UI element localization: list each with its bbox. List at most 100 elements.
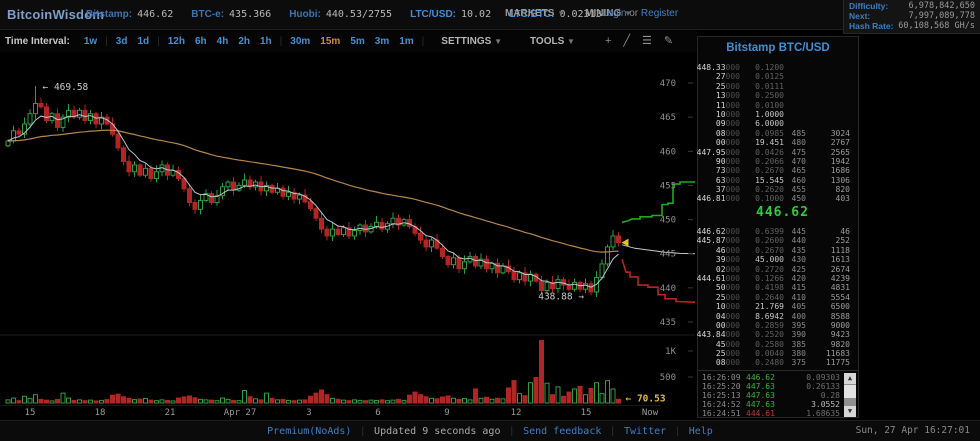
candlestick-chart[interactable]: 470 465 460 455 450 445 440 435 1K 500 15 18 21 Apr 2… bbox=[0, 52, 696, 418]
trade-row: 16:24:52 447.63 3.0552 bbox=[698, 399, 846, 410]
chevron-down-icon: ▼ bbox=[557, 9, 566, 18]
price-trailing-zeros: 000 bbox=[725, 339, 740, 349]
interval-button-5m[interactable]: 5m bbox=[350, 35, 365, 47]
scroll-down-icon[interactable]: ▼ bbox=[844, 406, 856, 417]
footer-separator: | bbox=[510, 425, 514, 437]
depth-level: 470 bbox=[791, 156, 806, 166]
orderbook-price: 13000 bbox=[715, 91, 740, 101]
orderbook-amount: 15.545 bbox=[755, 175, 784, 185]
mining-stats-panel: Difficulty: 6,978,842,650 Next: 7,997,089,7… bbox=[843, 0, 980, 34]
depth-level: 455 bbox=[791, 185, 806, 195]
scrollbar-thumb[interactable] bbox=[844, 385, 856, 398]
footer-link-help[interactable]: Help bbox=[688, 425, 713, 437]
trade-time: 16:24:51 bbox=[702, 408, 741, 418]
orderbook-price: 445.87000 bbox=[696, 236, 740, 246]
add-chart-icon[interactable]: + bbox=[604, 34, 612, 47]
price-trailing-zeros: 000 bbox=[725, 185, 740, 195]
depth-cumulative: 11775 bbox=[825, 358, 850, 368]
price-trailing-zeros: 000 bbox=[725, 175, 740, 185]
menu-markets[interactable]: MARKETS ▼ bbox=[505, 8, 566, 19]
interval-button-15m[interactable]: 15m bbox=[320, 35, 341, 47]
high-annotation: ← 469.58 bbox=[43, 82, 89, 93]
footer-separator: | bbox=[611, 425, 614, 437]
settings-menu[interactable]: SETTINGS ▼ bbox=[441, 35, 502, 47]
price-trailing-zeros: 000 bbox=[725, 264, 740, 274]
tools-menu[interactable]: TOOLS ▼ bbox=[530, 35, 575, 47]
ticker-value: 446.62 bbox=[137, 9, 174, 20]
login-register-link[interactable]: Login or Register bbox=[602, 8, 678, 19]
depth-level: 445 bbox=[791, 227, 806, 236]
low-annotation: 438.88 → bbox=[538, 292, 584, 303]
trade-time: 16:25:13 bbox=[702, 390, 741, 400]
draw-tool-icon[interactable]: ✎ bbox=[663, 34, 674, 47]
ticker-label: LTC/BTC: bbox=[509, 9, 555, 20]
footer-link-send-feedback[interactable]: Send feedback bbox=[523, 425, 602, 437]
ticker-label: LTC/USD: bbox=[410, 9, 456, 20]
site-logo[interactable]: BitcoinWisdom bbox=[7, 7, 105, 22]
depth-level: 420 bbox=[791, 273, 806, 283]
indicators-icon[interactable]: ☰ bbox=[642, 34, 652, 47]
depth-level: 475 bbox=[791, 147, 806, 157]
interval-button-1h[interactable]: 1h bbox=[260, 35, 272, 47]
trades-scrollbar[interactable]: ▲ ▼ bbox=[844, 373, 856, 417]
x-axis-label: Apr 27 bbox=[224, 408, 257, 418]
orderbook-price: 444.61000 bbox=[696, 273, 740, 283]
price-tick-label: 435 bbox=[660, 318, 676, 328]
price-tick-label: 445 bbox=[660, 250, 676, 260]
interval-button-4h[interactable]: 4h bbox=[216, 35, 229, 47]
depth-cumulative: 5554 bbox=[830, 292, 850, 302]
ticker-ltcusd[interactable]: LTC/USD: 10.02 bbox=[410, 9, 491, 20]
ticker-huobi[interactable]: Huobi: 440.53/2755 bbox=[289, 9, 392, 20]
depth-level: 390 bbox=[791, 330, 806, 340]
orderbook-row: 90000 0.2066 470 1942 bbox=[698, 157, 858, 166]
login-link[interactable]: Login bbox=[602, 8, 627, 19]
scroll-up-icon[interactable]: ▲ bbox=[844, 373, 856, 384]
ticker-ltcbtc[interactable]: LTC/BTC: 0.02313 bbox=[509, 9, 602, 20]
depth-asks-line bbox=[621, 181, 695, 224]
trade-amount: 3.0552 bbox=[811, 399, 840, 409]
interval-button-1w[interactable]: 1w bbox=[83, 35, 98, 47]
price-trailing-zeros: 000 bbox=[725, 109, 740, 119]
depth-level: 410 bbox=[791, 292, 806, 302]
orderbook-price: 25000 bbox=[715, 81, 740, 91]
chart-svg[interactable]: 470 465 460 455 450 445 440 435 1K 500 15 18 21 Apr 2… bbox=[0, 52, 696, 418]
interval-button-30m[interactable]: 30m bbox=[290, 35, 311, 47]
interval-button-6h[interactable]: 6h bbox=[194, 35, 207, 47]
orderbook-amount: 0.2670 bbox=[755, 245, 784, 255]
orderbook-amount: 0.0100 bbox=[755, 100, 784, 110]
x-axis-label: 15 bbox=[25, 408, 36, 418]
chevron-down-icon: ▼ bbox=[567, 36, 575, 46]
interval-button-2h[interactable]: 2h bbox=[238, 35, 250, 47]
ticker-bitstamp[interactable]: Bitstamp: 446.62 bbox=[86, 9, 173, 20]
trendline-tool-icon[interactable]: ╱ bbox=[623, 34, 631, 47]
interval-button-3d[interactable]: 3d bbox=[115, 35, 128, 47]
x-axis-label: 15 bbox=[581, 408, 592, 418]
price-trailing-zeros: 000 bbox=[725, 147, 740, 157]
orderbook-asks: 448.33000 0.1200 27000 0.0125 25000 0.0111 130… bbox=[697, 63, 858, 204]
depth-cumulative: 2767 bbox=[830, 138, 850, 148]
depth-level: 380 bbox=[791, 349, 806, 359]
interval-button-1d[interactable]: 1d bbox=[137, 35, 150, 47]
orderbook-row: 00000 19.451 480 2767 bbox=[698, 138, 858, 147]
ticker-value: 10.02 bbox=[461, 9, 492, 20]
price-trailing-zeros: 000 bbox=[725, 100, 740, 110]
last-price-marker-icon bbox=[621, 238, 629, 247]
x-axis-label: 6 bbox=[375, 408, 380, 418]
ticker-btc-e[interactable]: BTC-e: 435.366 bbox=[191, 9, 271, 20]
interval-button-12h[interactable]: 12h bbox=[167, 35, 185, 47]
interval-button-3m[interactable]: 3m bbox=[374, 35, 390, 47]
footer-status-text: Updated 9 seconds ago bbox=[374, 425, 501, 437]
orderbook-amount: 0.2066 bbox=[755, 156, 784, 166]
depth-cumulative: 2674 bbox=[830, 264, 850, 274]
footer-link-premium-noads-[interactable]: Premium(NoAds) bbox=[267, 425, 352, 437]
orderbook-price: 50000 bbox=[715, 283, 740, 293]
orderbook-row: 445.87000 0.2600 440 252 bbox=[696, 236, 858, 246]
footer-link-twitter[interactable]: Twitter bbox=[623, 425, 667, 437]
orderbook-row: 444.61000 0.1266 420 4239 bbox=[696, 273, 858, 283]
menu-mining[interactable]: MINING ▼ bbox=[585, 8, 632, 19]
register-link[interactable]: Register bbox=[640, 8, 679, 19]
orderbook-row: 13000 0.2500 bbox=[698, 91, 858, 100]
interval-button-1m[interactable]: 1m bbox=[399, 35, 414, 47]
orderbook-price: 25000 bbox=[715, 292, 740, 302]
ticker-value: 435.366 bbox=[229, 9, 272, 20]
